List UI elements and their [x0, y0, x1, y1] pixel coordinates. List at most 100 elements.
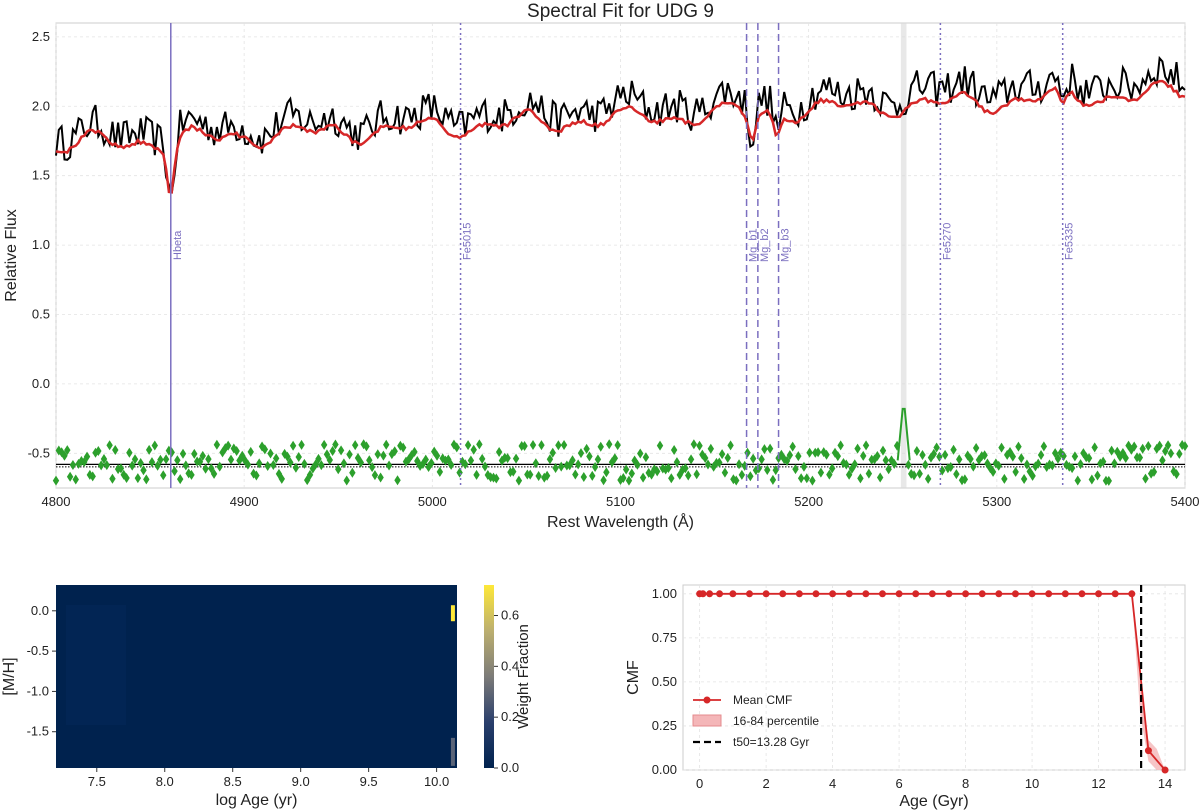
residual-point [366, 455, 373, 466]
residual-point [247, 446, 254, 457]
residual-point [224, 440, 232, 451]
residual-point [1173, 469, 1180, 480]
residual-point [913, 445, 921, 456]
residual-point [335, 464, 342, 475]
residual-point [724, 452, 731, 463]
spectral-line-label: Fe5335 [1064, 223, 1076, 260]
residual-point [631, 455, 638, 466]
residual-point [792, 464, 799, 475]
residual-point [656, 440, 664, 451]
population-weights-panel: 7.5 8.0 8.5 9.0 9.5 10.0 0.0 -0.5 -1.0 -1.5 log Ag… [1, 585, 532, 809]
residual-point [340, 458, 348, 469]
residual-point [371, 470, 379, 481]
y-axis-label: Relative Flux [3, 209, 20, 301]
residual-point [493, 473, 500, 484]
residual-point [933, 442, 940, 453]
residual-point [781, 454, 788, 465]
y-tick-label: 0.25 [652, 718, 677, 733]
residual-point [529, 440, 537, 451]
residual-point [543, 470, 551, 481]
residual-point [306, 469, 314, 480]
residual-point [476, 439, 483, 450]
residual-point [1035, 458, 1042, 469]
mean-cmf-point [1045, 590, 1053, 598]
residual-point [987, 463, 994, 474]
heatmap-cell [450, 737, 455, 766]
mean-cmf-point [745, 590, 753, 598]
residual-point [176, 474, 184, 485]
residual-point [803, 473, 810, 484]
mean-cmf-point [912, 590, 920, 598]
residual-point [828, 463, 836, 474]
residual-point [961, 474, 969, 485]
residual-point [72, 474, 79, 485]
residual-point [380, 450, 387, 461]
residual-point [600, 475, 607, 486]
residual-spike [896, 407, 911, 461]
residual-point [916, 468, 923, 479]
mean-cmf-point [762, 590, 770, 598]
residual-point [826, 469, 833, 480]
residual-point [851, 459, 858, 470]
spectral-line-label: Fe5270 [941, 223, 953, 260]
residual-point [941, 449, 949, 460]
x-tick-label: 7.5 [88, 774, 106, 789]
x-tick-label: 5200 [794, 494, 823, 509]
residual-point [693, 469, 700, 480]
legend-label: t50=13.28 Gyr [733, 735, 809, 749]
y-tick-label: 0.50 [652, 674, 677, 689]
residual-point [766, 443, 774, 454]
residual-point [95, 446, 102, 457]
residual-point [391, 446, 398, 457]
residual-point [148, 457, 156, 468]
residual-point [947, 461, 954, 472]
residual-point [837, 440, 844, 451]
residual-point [470, 444, 477, 455]
residual-point [137, 458, 144, 469]
y-tick-label: 0.75 [652, 630, 677, 645]
residual-point [1122, 453, 1129, 464]
residual-point [196, 456, 204, 467]
residual-point [315, 453, 322, 464]
residual-point [645, 467, 652, 478]
residual-point [267, 448, 274, 459]
x-axis-label: Rest Wavelength (Å) [547, 512, 694, 531]
legend-swatch-mean-marker [703, 696, 711, 704]
residual-point [560, 439, 568, 450]
residual-point [464, 440, 472, 451]
residual-point [1029, 470, 1036, 481]
residual-point [800, 461, 808, 472]
residual-point [591, 462, 599, 473]
residual-point [620, 473, 627, 484]
residual-point [905, 459, 912, 470]
residual-point [349, 467, 356, 478]
residual-point [1063, 459, 1070, 470]
residual-point [284, 451, 291, 462]
heatmap-cell [450, 605, 455, 622]
mean-cmf-point [829, 590, 837, 598]
y-tick-label: 0.0 [32, 376, 50, 391]
x-axis-label: log Age (yr) [216, 792, 298, 809]
residual-point [1071, 451, 1079, 462]
residual-point [970, 461, 977, 472]
residual-point [797, 473, 805, 484]
x-tick-label: 10 [1025, 776, 1039, 791]
residual-point [857, 473, 864, 484]
residual-point [1037, 449, 1045, 460]
residual-point [566, 460, 573, 471]
residual-point [481, 461, 489, 472]
residual-point [1150, 466, 1158, 477]
residual-point [642, 452, 650, 463]
residual-point [61, 450, 68, 461]
residual-point [809, 475, 816, 486]
residual-point [701, 452, 709, 463]
residual-point [100, 453, 108, 464]
residual-point [749, 453, 757, 464]
colorbar-label: Weight Fraction [515, 624, 532, 729]
residual-point [326, 454, 333, 465]
plot-area [682, 584, 1186, 771]
legend-label: Mean CMF [733, 693, 792, 707]
x-tick-label: 6 [895, 776, 902, 791]
y-tick-label: -0.5 [27, 643, 49, 658]
residual-point [66, 471, 74, 482]
